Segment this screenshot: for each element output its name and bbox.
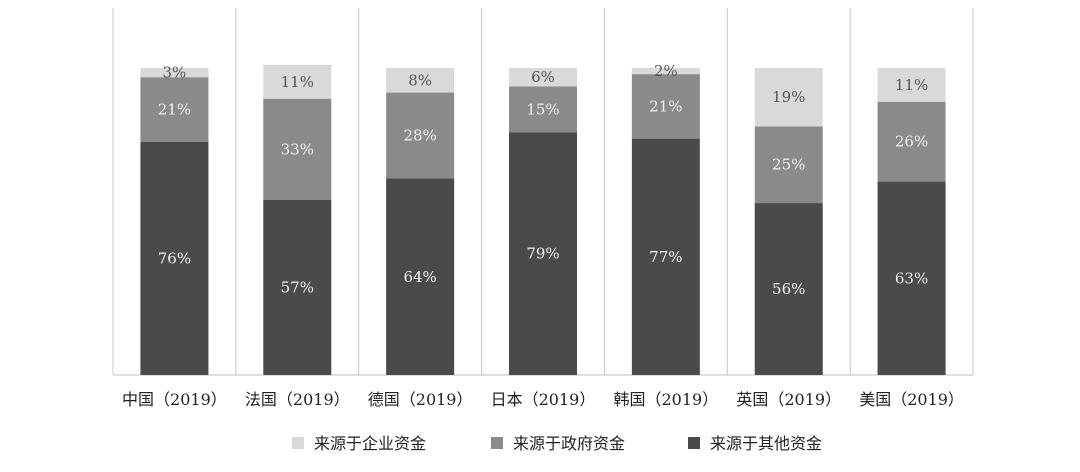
data-label: 11% <box>281 73 314 91</box>
bar-segment <box>631 74 700 139</box>
legend-label: 来源于企业资金 <box>314 434 426 453</box>
bar-segment <box>263 64 332 99</box>
bar-segment <box>877 101 946 182</box>
data-label: 56% <box>772 280 805 298</box>
data-label: 79% <box>526 245 559 263</box>
data-label: 26% <box>895 133 928 151</box>
value-labels: 76% 21% 3% 57% 33% 11% 64% 28% 8% 79% 15% 6% 77% 21% 2… <box>158 62 928 298</box>
data-label: 63% <box>895 269 928 287</box>
category-label: 日本（2019） <box>491 390 596 409</box>
bar-segments <box>140 64 946 375</box>
bar-segment <box>631 138 700 375</box>
data-label: 57% <box>281 279 314 297</box>
bar-segment <box>263 98 332 201</box>
legend-swatch <box>292 437 304 449</box>
bar-segment <box>263 200 332 375</box>
data-label: 11% <box>895 76 928 94</box>
data-label: 77% <box>649 248 682 266</box>
bar-segment <box>140 68 209 78</box>
data-label: 6% <box>531 68 555 86</box>
bar-segment <box>386 68 455 93</box>
legend-swatch <box>491 437 503 449</box>
data-label: 76% <box>158 249 191 267</box>
data-label: 64% <box>403 268 436 286</box>
data-label: 28% <box>403 127 436 145</box>
category-label: 法国（2019） <box>245 390 350 409</box>
legend: 来源于企业资金 来源于政府资金 来源于其他资金 <box>292 434 822 453</box>
bar-segment <box>509 86 577 133</box>
category-label: 韩国（2019） <box>613 390 718 409</box>
category-label: 德国（2019） <box>368 390 473 409</box>
bar-segment <box>386 178 455 375</box>
bar-segment <box>140 77 209 142</box>
legend-label: 来源于其他资金 <box>710 434 822 453</box>
data-label: 3% <box>163 64 187 82</box>
bar-segment <box>754 68 823 127</box>
data-label: 25% <box>772 156 805 174</box>
category-label: 中国（2019） <box>122 390 227 409</box>
bar-segment <box>877 68 946 102</box>
category-label: 美国（2019） <box>859 390 964 409</box>
bar-segment <box>509 132 577 375</box>
bar-segment <box>754 203 823 375</box>
bar-segment <box>631 68 700 75</box>
data-label: 19% <box>772 88 805 106</box>
bar-segment <box>386 92 455 179</box>
bar-segment <box>877 181 946 375</box>
bar-segment <box>509 68 577 87</box>
bar-segment <box>754 126 823 204</box>
legend-swatch <box>688 437 700 449</box>
bar-segment <box>140 141 209 375</box>
data-label: 21% <box>649 97 682 115</box>
data-label: 21% <box>158 100 191 118</box>
data-label: 2% <box>654 62 678 80</box>
category-label: 英国（2019） <box>736 390 841 409</box>
data-label: 33% <box>281 140 314 158</box>
data-label: 8% <box>408 71 432 89</box>
legend-label: 来源于政府资金 <box>513 434 625 453</box>
data-label: 15% <box>526 100 559 118</box>
category-labels: 中国（2019） 法国（2019） 德国（2019） 日本（2019） 韩国（2019）… <box>122 390 964 409</box>
